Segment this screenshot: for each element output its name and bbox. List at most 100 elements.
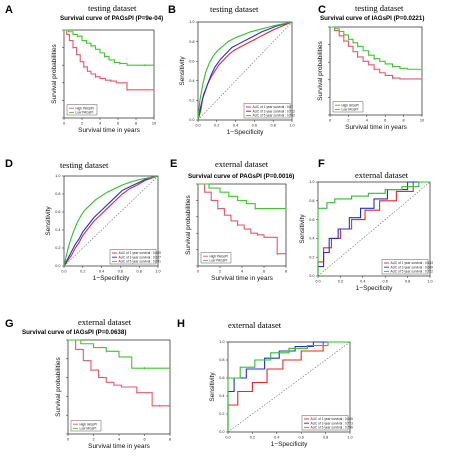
x-tick-label: 1.0 [347,436,352,440]
chart-title: Survival curve of PAGsPI (P=0.0016) [188,173,295,180]
x-axis-label: Survival time in years [211,275,274,282]
x-tick-label: 0.4 [360,280,365,284]
x-tick-label: 4 [99,122,101,126]
series-line [227,341,350,432]
y-tick-label: 0.8 [309,199,314,203]
dataset-title: external dataset [78,317,132,327]
x-tick-label: 6 [143,438,145,442]
panel-letter: B [168,4,176,16]
legend-label: AUC of 5 year survival : 0.722 [391,270,434,274]
y-tick-label: 0.4 [189,79,194,83]
x-tick-label: 8 [285,270,287,274]
plot-frame [63,175,159,267]
legend-label: High IAGsPI [80,422,98,426]
x-tick-label: 0 [67,438,69,442]
x-axis-label: 1−Specificity [227,129,264,136]
y-tick-label: 0.2 [189,99,194,103]
dataset-title: external dataset [355,170,409,180]
y-tick-label: 1.0 [309,180,314,184]
x-tick-label: 4 [118,438,120,442]
y-tick-label: 0.8 [219,358,224,362]
x-tick-label: 6 [263,270,265,274]
y-axis-label: Sensitivity [209,372,216,402]
series-line [317,181,430,276]
series-line [64,29,154,91]
x-tick-label: 0.8 [271,124,276,128]
x-tick-label: 0 [63,122,65,126]
y-tick-label: 0.2 [219,412,224,416]
y-tick-label: 0.6 [219,376,224,380]
x-tick-label: 8 [169,438,171,442]
x-tick-label: 0 [329,119,331,123]
legend-box [109,249,157,265]
legend-label: AUC of 3 year survival : 0.627 [119,255,162,259]
dataset-title: testing dataset [355,3,404,13]
y-tick-label: 0.0 [189,118,194,122]
y-tick-label: 1.0 [189,20,194,24]
legend-label: AUC of 5 year survival : 0.742 [253,114,296,118]
x-tick-label: 6 [384,119,386,123]
legend-label: AUC of 1 year survival : 0.67 [253,105,294,109]
x-axis-label: Survival time in years [345,124,408,131]
y-axis-label: Survival probabilities [185,194,192,254]
legend-box [243,103,291,119]
panel-letter: E [170,158,178,170]
legend-label: AUC of 3 year survival : 0.712 [253,109,296,113]
plot-frame [197,21,293,121]
y-axis-label: Survival probabilities [317,40,324,100]
x-axis-label: 1−Specificity [271,441,308,448]
x-tick-label: 0.6 [299,436,304,440]
y-tick-label: 0.0 [219,430,224,434]
dataset-title: external dataset [215,159,269,169]
x-tick-label: 0.0 [61,270,66,274]
legend-label: Low IAGsPI [342,108,359,112]
x-tick-label: 4 [366,119,368,123]
series-line [68,339,170,407]
chart-title: Survival curve of IAGsPI (P=0.0638) [22,329,127,336]
x-tick-label: 0.6 [383,280,388,284]
series-line [197,21,293,121]
y-tick-label: 1.0 [55,174,60,178]
panel-letter: F [318,158,325,170]
y-tick-label: 0.4 [309,237,314,241]
series-line [330,26,422,80]
series-line [197,21,293,121]
x-tick-label: 0.4 [99,270,104,274]
legend-label: AUC of 1 year survival : 0.633 [391,261,434,265]
legend-label: AUC of 5 year survival : 0.796 [311,426,354,430]
x-tick-label: 0.0 [225,436,230,440]
x-tick-label: 1.0 [289,124,294,128]
x-tick-label: 8 [135,122,137,126]
dataset-title: testing dataset [210,4,259,14]
legend-label: Low PAGsPI [210,259,228,263]
x-axis-label: Survival time in years [88,443,151,450]
y-axis-label: Sensitivity [45,206,52,236]
legend-label: AUC of 5 year survival : 0.691 [119,260,162,264]
legend-label: AUC of 1 year survival : 0.609 [119,251,162,255]
x-tick-label: 0.2 [214,124,219,128]
series-line [330,26,422,70]
y-tick-label: 0.0 [55,264,60,268]
x-tick-label: 0.0 [315,280,320,284]
legend-label: High IAGsPI [342,103,360,107]
legend-label: High PAGsPI [210,254,229,258]
x-tick-label: 2 [81,122,83,126]
x-tick-label: 0.6 [118,270,123,274]
x-tick-label: 0.4 [233,124,238,128]
chart-title: Survival curve of IAGsPI (P=0.0221) [320,15,425,22]
series-line [63,175,159,267]
y-tick-label: 0.0 [309,274,314,278]
y-tick-label: 0.6 [309,218,314,222]
y-tick-label: 0.2 [309,255,314,259]
x-tick-label: 0.8 [405,280,410,284]
diagonal-line [317,181,431,277]
dataset-title: testing dataset [60,160,109,170]
legend-label: Low PAGsPI [76,111,94,115]
y-tick-label: 0.4 [55,228,60,232]
dataset-title: external dataset [228,320,282,330]
